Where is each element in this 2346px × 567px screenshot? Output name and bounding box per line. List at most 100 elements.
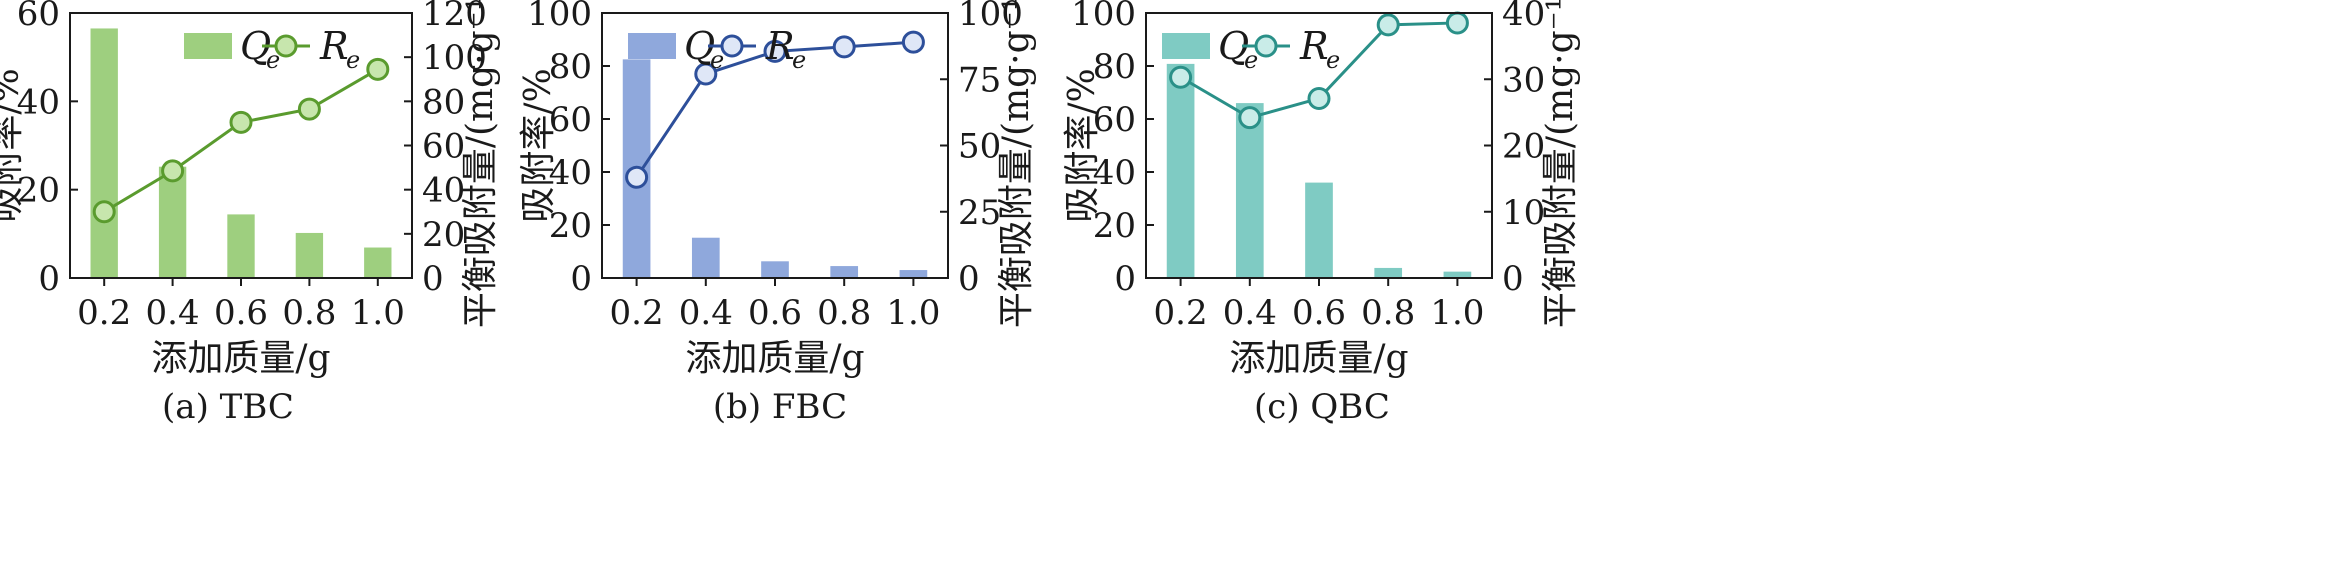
tick-label-x: 1.0: [1430, 293, 1484, 333]
tick-label-left: 80: [549, 47, 592, 87]
tick-label-right: 0: [958, 259, 980, 299]
bar-qe-1.0: [364, 247, 392, 278]
panel-caption: (a) TBC: [162, 387, 294, 427]
y-axis-title-left: 吸附率/%: [518, 68, 559, 222]
legend: Qe Re: [1162, 24, 1340, 74]
x-axis-title: 添加质量/g: [1229, 338, 1408, 379]
legend-label-re: R: [319, 24, 349, 68]
tick-label-x: 0.4: [146, 293, 200, 333]
legend-swatch-qe: [628, 33, 676, 59]
tick-label-right: 0: [1502, 259, 1524, 299]
bar-qe-0.8: [1374, 267, 1403, 278]
point-re-0.2: [1169, 65, 1193, 89]
legend: Qe Re: [184, 24, 360, 74]
legend-marker-re: [274, 34, 298, 58]
tick-label-x: 0.6: [214, 293, 268, 333]
tick-label-x: 1.0: [886, 293, 940, 333]
y-axis-title-right: 平衡吸附量/(mg·g⁻¹): [460, 0, 501, 328]
tick-label-right: 40: [422, 171, 465, 211]
tick-label-x: 0.8: [817, 293, 871, 333]
bar-qe-0.6: [1305, 182, 1333, 278]
tick-label-x: 0.2: [610, 293, 664, 333]
tick-label-right: 100: [422, 38, 487, 78]
y-axis-title-left: 吸附率/%: [0, 68, 27, 222]
bar-qe-1.0: [899, 270, 928, 278]
tick-label-right: 10: [1502, 193, 1545, 233]
point-re-0.8: [297, 97, 321, 121]
legend: Qe Re: [628, 24, 806, 74]
tick-label-right: 20: [422, 215, 465, 255]
point-re-0.8: [1376, 13, 1400, 37]
y-axis-title-right: 平衡吸附量/(mg·g⁻¹): [1540, 0, 1581, 328]
legend-subscript-qe: e: [1244, 46, 1258, 74]
tick-label-right: 0: [422, 259, 444, 299]
tick-label-left: 20: [1093, 206, 1136, 246]
tick-label-left: 60: [17, 0, 60, 34]
tick-label-right: 40: [1502, 0, 1545, 34]
bar-qe-0.4: [1235, 103, 1264, 278]
bar-qe-0.8: [295, 232, 324, 278]
point-re-0.4: [161, 159, 185, 183]
tick-label-left: 0: [570, 259, 592, 299]
point-re-0.6: [229, 110, 253, 134]
x-axis-title: 添加质量/g: [685, 338, 864, 379]
legend-swatch-qe: [1162, 33, 1210, 59]
bar-qe-0.2: [1166, 63, 1195, 278]
tick-label-x: 0.8: [282, 293, 336, 333]
legend-marker-re: [720, 34, 744, 58]
bar-qe-0.6: [761, 261, 789, 278]
bar-qe-1.0: [1443, 271, 1472, 278]
tick-label-left: 60: [549, 100, 592, 140]
legend-subscript-qe: e: [710, 46, 724, 74]
bar-qe-0.6: [227, 214, 255, 278]
legend-label-re: R: [1299, 24, 1329, 68]
line-re: [103, 68, 379, 214]
bar-qe-0.4: [691, 237, 720, 278]
legend-subscript-re: e: [346, 46, 360, 74]
tick-label-x: 0.6: [1292, 293, 1346, 333]
chart-panel-3: 0 20 40 60 80 100 0 10 20 30 40 0.2 0.4 0.6 0.8 1.0 添加质量…: [1062, 0, 1581, 427]
y-axis-title-right: 平衡吸附量/(mg·g⁻¹): [996, 0, 1037, 328]
tick-label-right: 50: [958, 127, 1001, 167]
tick-label-right: 120: [422, 0, 487, 34]
bar-qe-0.4: [158, 166, 187, 278]
bar-qe-0.2: [90, 28, 118, 279]
tick-label-left: 20: [17, 171, 60, 211]
point-re-1.0: [366, 57, 390, 81]
x-axis-title: 添加质量/g: [151, 338, 330, 379]
tick-label-left: 0: [1114, 259, 1136, 299]
panel-caption: (c) QBC: [1254, 387, 1390, 427]
point-re-0.8: [832, 35, 856, 59]
tick-label-x: 0.8: [1361, 293, 1415, 333]
tick-label-left: 100: [1071, 0, 1136, 34]
legend-subscript-re: e: [792, 46, 806, 74]
point-re-0.4: [1238, 106, 1262, 130]
legend-subscript-qe: e: [266, 46, 280, 74]
tick-label-x: 0.2: [1154, 293, 1208, 333]
point-re-0.2: [625, 165, 649, 189]
tick-label-left: 80: [1093, 47, 1136, 87]
tick-label-left: 40: [17, 82, 60, 122]
legend-marker-re: [1254, 34, 1278, 58]
tick-label-right: 25: [958, 193, 1001, 233]
tick-label-left: 0: [38, 259, 60, 299]
tick-label-right: 30: [1502, 60, 1545, 100]
tick-label-x: 0.6: [748, 293, 802, 333]
legend-subscript-re: e: [1326, 46, 1340, 74]
tick-label-right: 100: [958, 0, 1023, 34]
tick-label-x: 0.4: [679, 293, 733, 333]
tick-label-left: 40: [1093, 153, 1136, 193]
tick-label-x: 0.4: [1223, 293, 1277, 333]
tick-label-left: 60: [1093, 100, 1136, 140]
legend-label-re: R: [765, 24, 795, 68]
tick-label-right: 20: [1502, 127, 1545, 167]
bar-qe-0.8: [830, 266, 859, 278]
point-re-0.6: [763, 39, 787, 63]
tick-label-left: 100: [527, 0, 592, 34]
point-re-1.0: [1445, 11, 1469, 35]
chart-panel-2: 0 20 40 60 80 100 0 25 50 75 100 0.2 0.4 0.6 0.8 1.0 添加质…: [518, 0, 1037, 427]
tick-label-left: 20: [549, 206, 592, 246]
point-re-1.0: [901, 30, 925, 54]
